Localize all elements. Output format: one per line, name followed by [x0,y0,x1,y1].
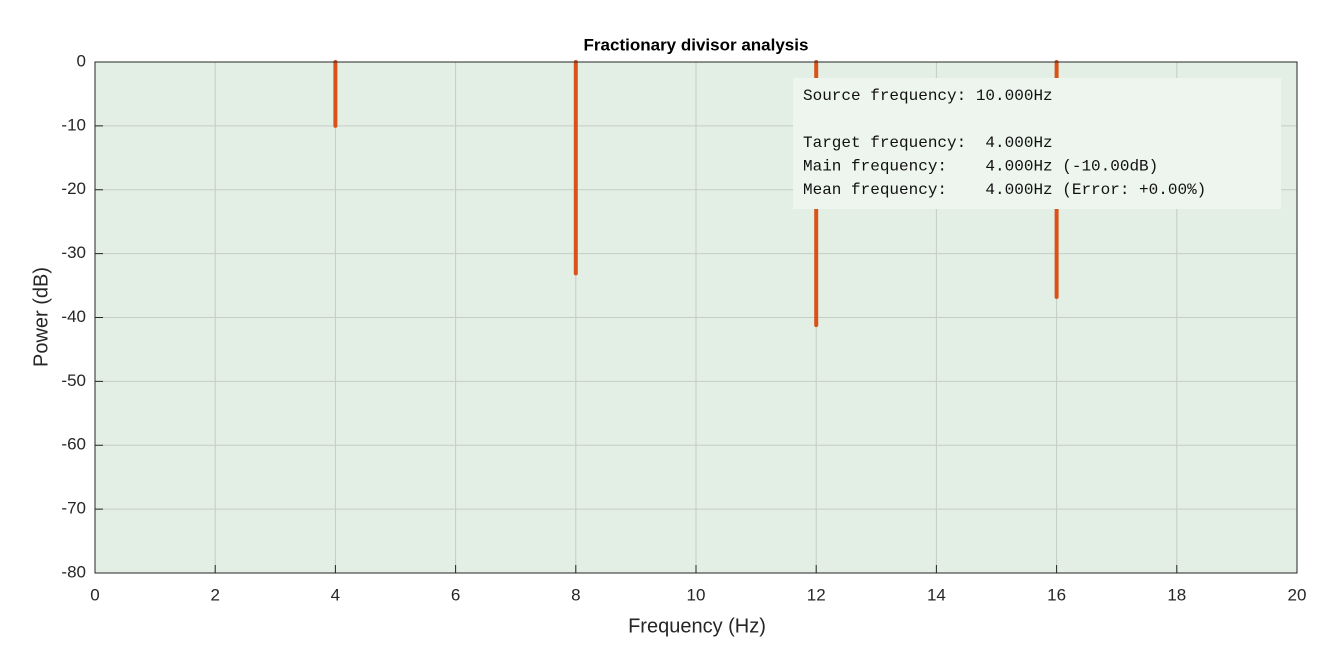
x-tick-label: 20 [1288,585,1307,604]
annotation-line: Target frequency: 4.000Hz [803,134,1053,152]
y-tick-label: -40 [61,307,86,326]
y-tick-label: -80 [61,562,86,581]
x-tick-label: 18 [1167,585,1186,604]
x-tick-label: 12 [807,585,826,604]
annotation-line: Mean frequency: 4.000Hz (Error: +0.00%) [803,181,1206,199]
annotation-box [793,78,1281,209]
y-tick-label: -70 [61,499,86,518]
x-tick-label: 6 [451,585,460,604]
y-tick-label: -20 [61,179,86,198]
y-tick-label: -60 [61,435,86,454]
y-tick-label: -30 [61,243,86,262]
x-tick-label: 8 [571,585,580,604]
annotation-line: Main frequency: 4.000Hz (-10.00dB) [803,158,1158,176]
y-tick-label: -50 [61,371,86,390]
y-axis-label: Power (dB) [30,267,52,367]
x-tick-label: 14 [927,585,946,604]
x-tick-label: 0 [90,585,99,604]
chart-title: Fractionary divisor analysis [584,35,809,54]
y-tick-label: 0 [77,51,86,70]
y-tick-label: -10 [61,115,86,134]
x-axis-label: Frequency (Hz) [628,615,766,637]
x-tick-label: 2 [210,585,219,604]
x-tick-label: 10 [687,585,706,604]
annotation-line: Source frequency: 10.000Hz [803,87,1053,105]
x-tick-label: 16 [1047,585,1066,604]
x-tick-label: 4 [331,585,340,604]
